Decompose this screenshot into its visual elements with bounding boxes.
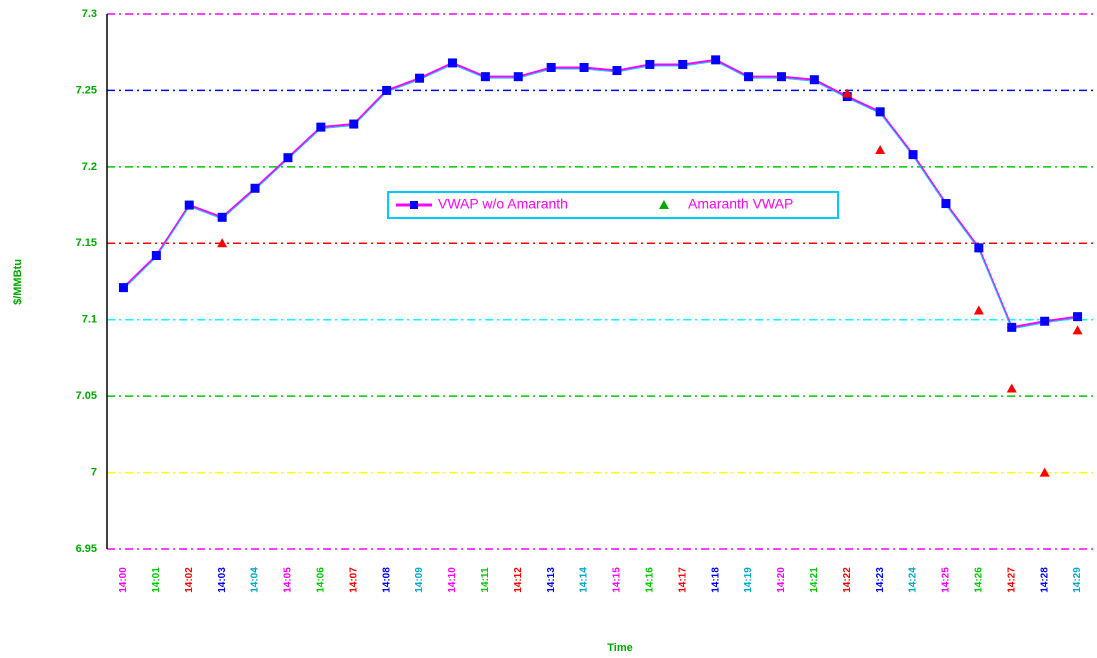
x-tick-label: 14:05 [283,567,294,593]
point [941,199,951,209]
point [151,251,161,261]
x-tick-label: 14:14 [579,567,590,593]
x-tick-label: 14:22 [842,567,853,593]
point [678,59,688,69]
y-tick-label: 7.1 [82,314,97,326]
x-tick-label: 14:06 [315,567,326,593]
legend-marker [410,201,418,209]
x-tick-label: 14:07 [348,567,359,593]
x-tick-label: 14:11 [480,567,491,592]
point [217,212,227,222]
point [250,183,260,193]
x-axis-label: Time [607,642,632,654]
point [1040,316,1050,326]
x-tick-label: 14:12 [513,567,524,593]
y-tick-label: 7.05 [76,390,97,402]
point [612,66,622,76]
x-tick-label: 14:10 [447,567,458,593]
x-tick-label: 14:16 [644,567,655,593]
x-tick-label: 14:02 [184,567,195,593]
point [809,75,819,85]
point [283,153,293,163]
x-tick-label: 14:27 [1006,567,1017,593]
x-tick-label: 14:19 [743,567,754,593]
point [480,72,490,82]
x-tick-label: 14:03 [217,567,228,593]
point [1006,383,1017,393]
y-tick-label: 7 [91,466,97,478]
series-line-shadow [123,60,1078,330]
x-tick-label: 14:20 [776,567,787,593]
point [711,55,721,65]
x-tick-label: 14:26 [973,567,984,593]
point [513,72,523,82]
point [974,243,984,253]
x-tick-label: 14:29 [1072,567,1083,593]
point [1007,322,1017,332]
point [382,85,392,95]
point [908,150,918,160]
point [645,59,655,69]
x-tick-label: 14:04 [250,567,261,593]
point [1039,467,1050,477]
y-tick-label: 6.95 [76,543,97,555]
point [776,72,786,82]
point [744,72,754,82]
point [579,63,589,72]
point [875,107,885,117]
x-tick-label: 14:28 [1039,567,1050,593]
legend-label: VWAP w/o Amaranth [438,196,568,212]
y-tick-label: 7.2 [82,161,97,173]
y-tick-label: 7.25 [76,84,97,96]
x-tick-label: 14:23 [875,567,886,593]
y-axis-label: $/MMBtu [12,259,24,305]
legend-marker [659,200,669,209]
x-tick-label: 14:18 [710,567,721,593]
x-tick-label: 14:17 [677,567,688,593]
x-tick-label: 14:13 [546,567,557,593]
x-tick-label: 14:00 [118,567,129,593]
x-tick-label: 14:09 [414,567,425,593]
point [217,238,228,248]
point [118,283,128,293]
x-tick-label: 14:21 [809,567,820,593]
point [842,88,853,98]
legend-box [387,191,839,219]
point [875,145,886,155]
point [415,73,425,83]
y-tick-label: 7.15 [76,237,97,249]
point [349,119,359,129]
point [1072,325,1083,335]
series-line [122,58,1078,329]
point [1073,312,1083,322]
point [447,58,457,68]
point [546,63,556,72]
x-tick-label: 14:01 [151,567,162,593]
y-tick-label: 7.3 [82,8,97,20]
x-tick-label: 14:08 [381,567,392,593]
point [316,122,326,132]
point [973,305,984,315]
x-tick-label: 14:25 [941,567,952,593]
x-tick-label: 14:24 [908,567,919,593]
legend-label: Amaranth VWAP [688,196,793,212]
point [184,200,194,210]
x-tick-label: 14:15 [612,567,623,593]
